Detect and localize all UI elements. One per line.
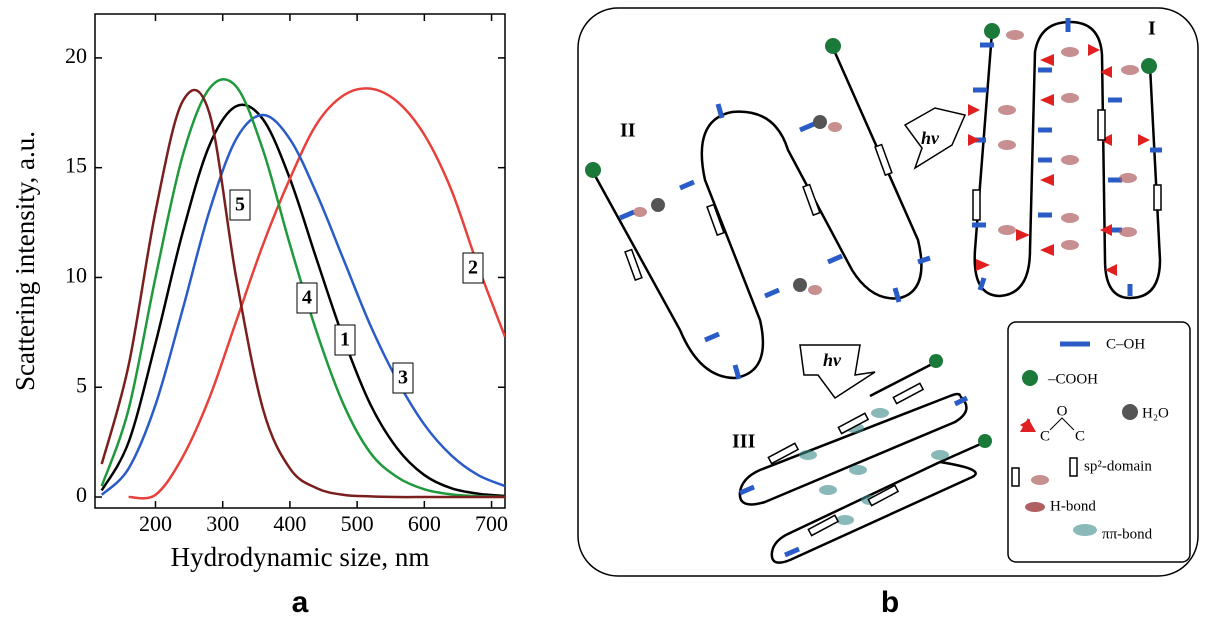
cooh <box>1141 58 1157 74</box>
x-tick-label: 300 <box>206 511 239 536</box>
epoxide-bond <box>1049 417 1075 431</box>
x-tick-label: 400 <box>273 511 306 536</box>
legend-cooh: –COOH <box>1047 371 1098 387</box>
series-label-box <box>334 324 356 356</box>
arrow <box>903 107 967 170</box>
label-i: I <box>1148 18 1156 40</box>
arrow-label: hν <box>823 350 842 370</box>
x-tick-label: 200 <box>139 511 172 536</box>
series-label: 2 <box>468 257 478 279</box>
chain-iii <box>738 360 986 564</box>
x-tick-label: 600 <box>408 511 441 536</box>
series-label: 3 <box>398 367 408 389</box>
cooh <box>1022 370 1038 386</box>
cooh <box>978 434 992 448</box>
x-tick-label: 500 <box>341 511 374 536</box>
legend-water: H₂O <box>1142 405 1169 421</box>
series-line <box>100 113 505 496</box>
series-line <box>100 103 505 498</box>
legend-epoxide-c: C <box>1040 428 1050 444</box>
series-line <box>100 88 505 499</box>
diagram-texts: I II III hν hν C–OH –COOH O C C H₂O sp²-… <box>620 18 1169 619</box>
arrow-label: hν <box>921 128 940 148</box>
series-label: 5 <box>235 194 245 216</box>
legend-h-bond <box>1025 502 1045 512</box>
series-label: 1 <box>340 329 350 351</box>
pi-bonds <box>799 408 1097 536</box>
label-ii: II <box>620 120 636 142</box>
cooh <box>825 38 841 54</box>
y-tick-label: 10 <box>65 263 87 288</box>
legend-coh: C–OH <box>1106 336 1145 352</box>
series-label-box <box>462 252 484 284</box>
cooh <box>585 162 601 178</box>
cooh-dots <box>585 23 1157 448</box>
y-axis-label: Scattering intensity, a.u. <box>10 131 40 391</box>
panel-label: a <box>292 586 309 619</box>
y-tick-label: 5 <box>76 372 87 397</box>
diagram-b <box>577 7 1199 577</box>
series-line <box>128 87 505 500</box>
legend-epoxide-o: O <box>1057 403 1068 419</box>
sp2-domains <box>624 109 1162 537</box>
series-label-box <box>296 282 318 314</box>
x-tick-label: 700 <box>475 511 508 536</box>
y-tick-label: 20 <box>65 43 87 68</box>
series-line <box>100 78 505 499</box>
legend-pi-bond: ππ-bond <box>1102 526 1153 542</box>
series-label-box <box>392 362 414 394</box>
legend-epoxide <box>1020 418 1036 432</box>
cooh <box>929 354 943 368</box>
water <box>651 115 1138 420</box>
legend-box <box>1007 321 1191 563</box>
arrow <box>799 344 876 400</box>
chart-a: Hydrodynamic size, nm Scattering intensi… <box>10 13 508 619</box>
y-tick-label: 15 <box>65 153 87 178</box>
legend-epoxide-c: C <box>1075 428 1085 444</box>
legend-sp2 <box>1069 457 1078 477</box>
h-bonds <box>633 30 1139 485</box>
panel-label: b <box>881 586 899 619</box>
diagram-frame <box>577 7 1199 577</box>
label-iii: III <box>732 431 756 453</box>
series-label-box <box>229 189 251 221</box>
coh-groups <box>619 18 1162 558</box>
plot-frame <box>94 13 506 509</box>
x-axis-label: Hydrodynamic size, nm <box>171 542 430 572</box>
series-label: 4 <box>302 287 312 309</box>
legend-sp2: sp²-domain <box>1084 458 1152 474</box>
legend-h-bond: H-bond <box>1050 498 1096 514</box>
y-tick-label: 0 <box>76 482 87 507</box>
cooh <box>984 23 1000 39</box>
